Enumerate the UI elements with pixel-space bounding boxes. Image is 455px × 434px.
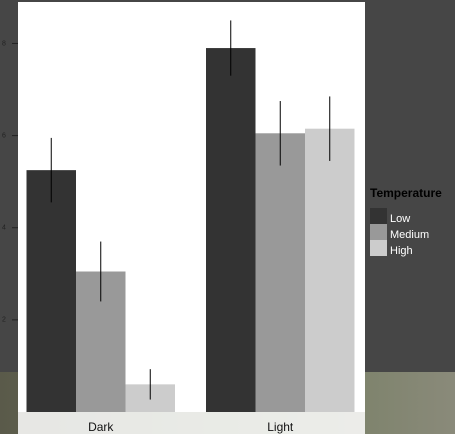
x-tick-label: Light: [267, 420, 294, 434]
legend-title: Temperature: [370, 186, 442, 200]
bar: [206, 48, 256, 412]
x-axis-strip: [18, 412, 365, 434]
y-tick-label: 2: [2, 317, 6, 324]
y-tick-label: 6: [2, 132, 6, 139]
page: {"chart_data": {"type": "bar", "categori…: [0, 0, 455, 434]
bar: [305, 129, 355, 412]
legend-label: High: [390, 245, 413, 257]
legend-label: Medium: [390, 229, 429, 241]
y-tick-label: 4: [2, 225, 6, 232]
y-tick-label: 8: [2, 40, 6, 47]
bar: [256, 133, 306, 412]
bar: [27, 170, 77, 412]
legend-swatch: [370, 224, 387, 240]
chart: Temperature 2 4 6 8 Dark Light Low Medium High: [0, 0, 455, 434]
x-tick-label: Dark: [88, 420, 114, 434]
legend-swatch: [370, 240, 387, 256]
legend-swatch: [370, 208, 387, 224]
legend-label: Low: [390, 213, 410, 225]
